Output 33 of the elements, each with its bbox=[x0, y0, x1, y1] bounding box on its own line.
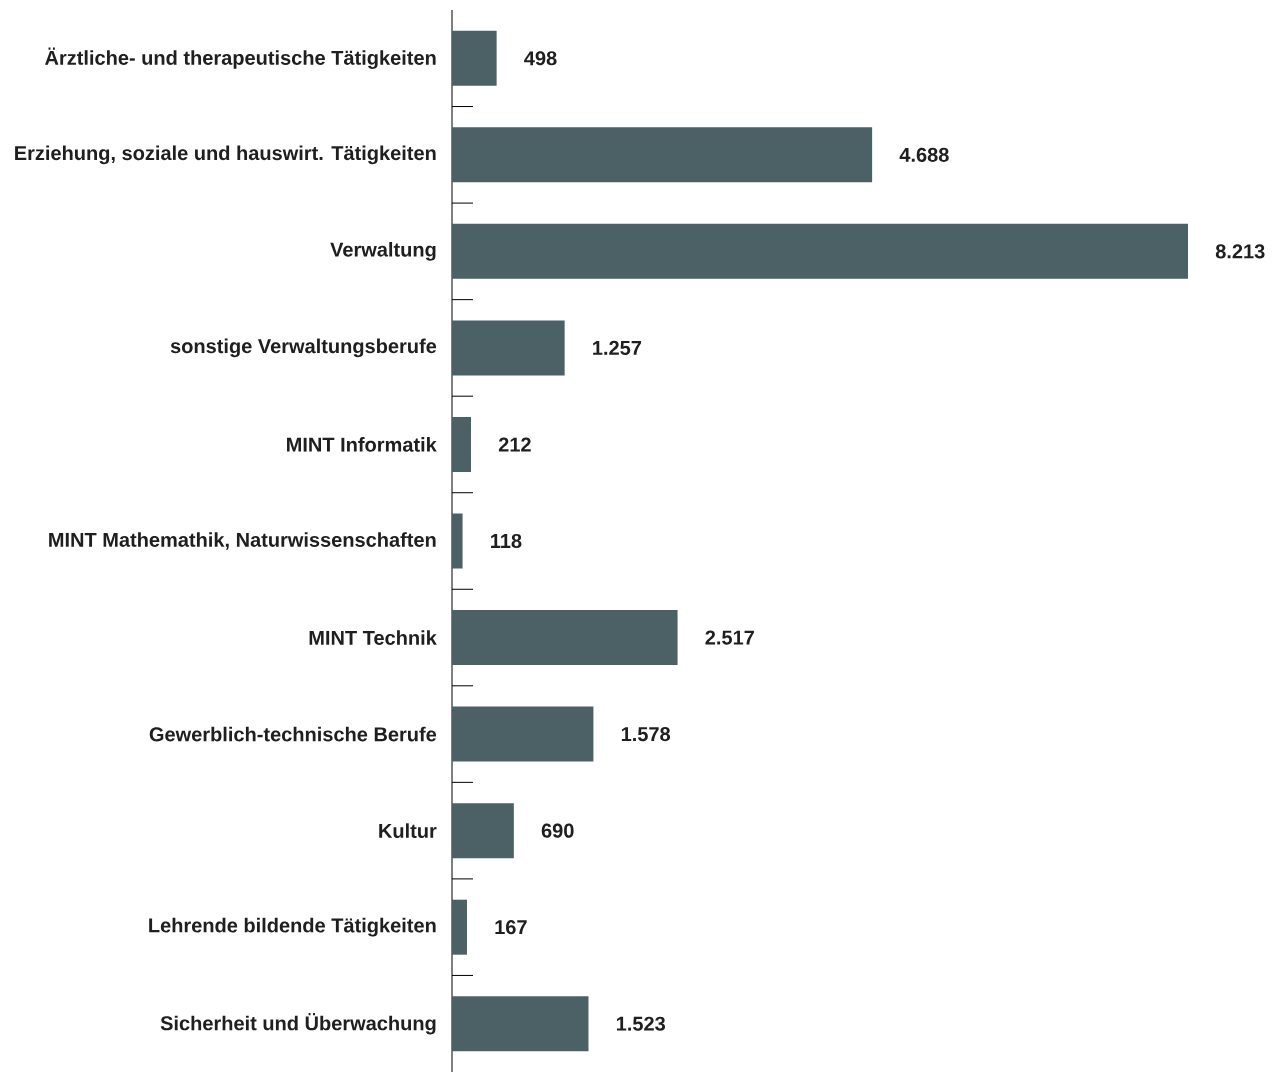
y-tick-label: Ärztliche- und therapeutische Tätigkeiten bbox=[45, 47, 436, 69]
y-tick-label: Verwaltung bbox=[330, 241, 436, 261]
bar bbox=[452, 30, 497, 86]
data-label: 1.523 bbox=[616, 1016, 666, 1031]
y-tick-label: MINT Informatik bbox=[287, 437, 437, 452]
bar bbox=[452, 223, 1189, 279]
data-label: 690 bbox=[541, 823, 574, 838]
bar bbox=[452, 803, 514, 859]
data-label: 1.578 bbox=[621, 727, 671, 742]
y-tick-label: MINT Technik bbox=[309, 630, 437, 645]
data-label: 118 bbox=[491, 533, 522, 549]
data-label: 498 bbox=[524, 51, 557, 66]
bar bbox=[452, 513, 463, 569]
data-label: 167 bbox=[495, 920, 527, 935]
bar bbox=[452, 610, 678, 666]
data-label: 212 bbox=[498, 437, 531, 452]
y-tick-label: MINT Mathemathik, Naturwissenschaften bbox=[49, 532, 436, 550]
data-label: 4.688 bbox=[899, 147, 949, 162]
bar bbox=[452, 706, 594, 762]
data-label: 1.257 bbox=[593, 340, 642, 355]
data-label: 2.517 bbox=[705, 630, 754, 645]
y-tick-label: sonstige Verwaltungsberufe bbox=[170, 338, 437, 358]
bar bbox=[452, 996, 589, 1052]
y-tick-label: Lehrende bildende Tätigkeiten bbox=[149, 917, 436, 937]
y-tick-label: Kultur bbox=[379, 823, 437, 838]
data-label: 8.213 bbox=[1215, 244, 1265, 259]
y-tick-label: Sicherheit und Überwachung bbox=[160, 1013, 436, 1035]
y-tick-label: Erziehung, soziale und hauswirt. Tätigkeiten bbox=[15, 145, 436, 165]
bar bbox=[452, 320, 565, 376]
bar bbox=[452, 899, 467, 955]
bar bbox=[452, 127, 873, 183]
y-tick-label: Gewerblich-technische Berufe bbox=[149, 726, 437, 742]
bar bbox=[452, 416, 471, 472]
